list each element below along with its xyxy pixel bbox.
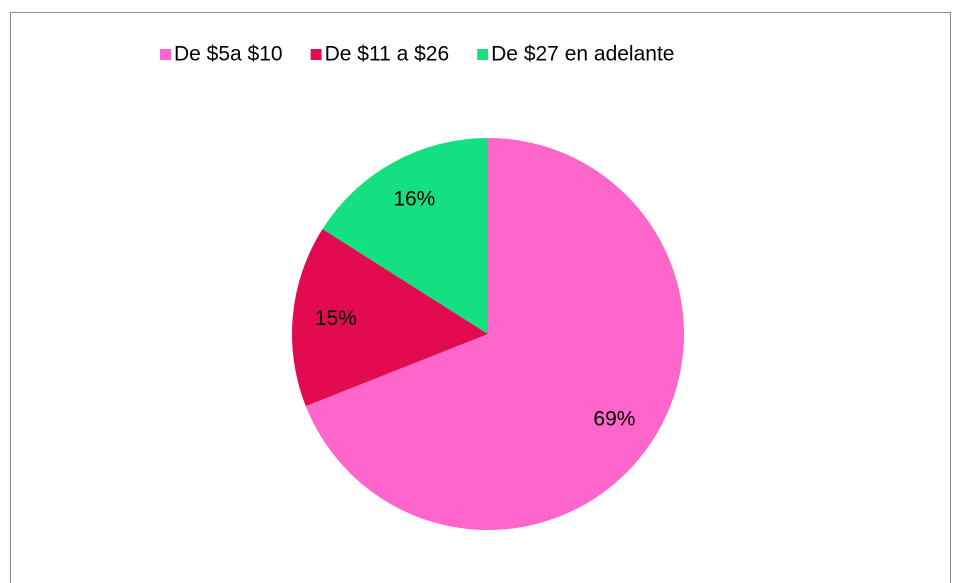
legend-swatch bbox=[310, 49, 322, 60]
pie: 69% 15% 16% bbox=[292, 138, 684, 530]
pie-slice bbox=[305, 138, 684, 530]
pie-slice bbox=[322, 138, 488, 334]
pie-slice bbox=[292, 228, 488, 407]
chart-border bbox=[10, 12, 951, 583]
legend-label: De $11 a $26 bbox=[325, 43, 450, 66]
legend-label: De $27 en adelante bbox=[491, 43, 674, 66]
data-label: 69% bbox=[593, 407, 635, 430]
legend-swatch bbox=[160, 49, 171, 60]
legend-label: De $5a $10 bbox=[174, 43, 283, 66]
legend: De $5a $10 De $11 a $26 De $27 en adelante bbox=[160, 43, 674, 66]
legend-swatch bbox=[477, 49, 489, 60]
data-label: 16% bbox=[393, 188, 435, 211]
data-label: 15% bbox=[315, 307, 357, 330]
